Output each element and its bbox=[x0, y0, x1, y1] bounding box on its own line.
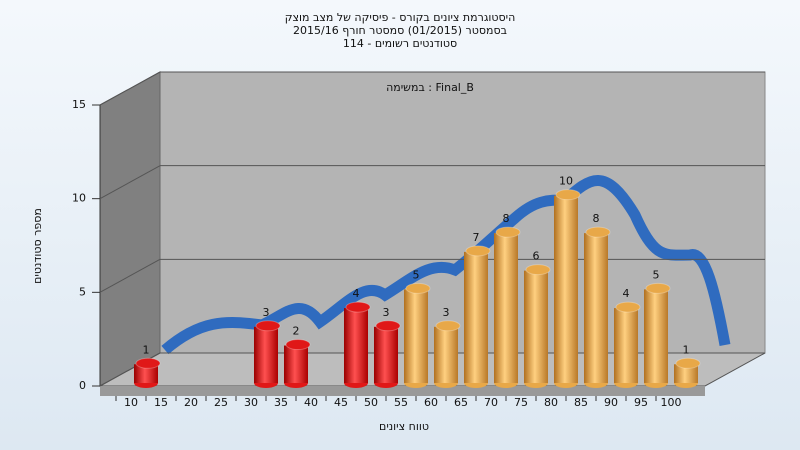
x-tick-label: 65 bbox=[454, 396, 468, 409]
x-tick-label: 55 bbox=[394, 396, 408, 409]
x-tick-label: 100 bbox=[661, 396, 682, 409]
x-axis-label: טווח ציונים bbox=[379, 420, 429, 433]
value-label: 5 bbox=[653, 268, 660, 281]
y-tick-label: 15 bbox=[72, 98, 86, 111]
bar-top bbox=[345, 301, 371, 313]
floor-edge bbox=[100, 386, 705, 396]
x-tick-label: 35 bbox=[274, 396, 288, 409]
x-tick-label: 95 bbox=[634, 396, 648, 409]
bar-top bbox=[495, 226, 521, 238]
bar-top bbox=[405, 282, 431, 294]
x-tick-label: 70 bbox=[484, 396, 498, 409]
bar bbox=[674, 364, 698, 383]
value-label: 6 bbox=[533, 250, 540, 263]
grid-line bbox=[99, 165, 161, 200]
value-label: 7 bbox=[473, 231, 480, 244]
value-label: 2 bbox=[293, 325, 300, 338]
bar-top bbox=[525, 264, 551, 276]
annotation: במשימה : Final_B bbox=[386, 81, 474, 94]
value-label: 4 bbox=[623, 287, 630, 300]
bar-top bbox=[645, 282, 671, 294]
chart-title: היסטוגרמת ציונים בקורס - פיסיקה של מצב מ… bbox=[285, 11, 516, 24]
value-label: 3 bbox=[263, 306, 270, 319]
bar bbox=[434, 326, 458, 383]
y-tick-label: 10 bbox=[72, 192, 86, 205]
y-tick-label: 5 bbox=[79, 285, 86, 298]
bar-top bbox=[435, 320, 461, 332]
back-wall bbox=[159, 71, 766, 354]
bar-top bbox=[675, 357, 701, 369]
bar bbox=[404, 289, 428, 383]
side-wall bbox=[99, 71, 161, 387]
bar-top bbox=[555, 189, 581, 201]
value-label: 3 bbox=[383, 306, 390, 319]
bar bbox=[554, 195, 578, 383]
bar bbox=[524, 270, 548, 383]
bar bbox=[254, 326, 278, 383]
value-label: 3 bbox=[443, 306, 450, 319]
x-tick-label: 25 bbox=[214, 396, 228, 409]
bar-top bbox=[585, 226, 611, 238]
x-tick-label: 40 bbox=[304, 396, 318, 409]
x-tick-label: 80 bbox=[544, 396, 558, 409]
bar-top bbox=[375, 320, 401, 332]
bar bbox=[614, 308, 638, 383]
bar-top bbox=[135, 357, 161, 369]
value-label: 4 bbox=[353, 287, 360, 300]
x-tick-label: 75 bbox=[514, 396, 528, 409]
x-tick-label: 90 bbox=[604, 396, 618, 409]
x-tick-label: 10 bbox=[124, 396, 138, 409]
chart-subtitle: סטודנטים רשומים - 114 bbox=[343, 37, 457, 50]
value-label: 1 bbox=[143, 343, 150, 356]
value-label: 8 bbox=[593, 212, 600, 225]
value-label: 8 bbox=[503, 212, 510, 225]
x-tick-label: 30 bbox=[244, 396, 258, 409]
curve-ribbon bbox=[161, 175, 731, 355]
bar bbox=[344, 308, 368, 383]
bar-top bbox=[465, 245, 491, 257]
bar-top bbox=[285, 339, 311, 351]
bar bbox=[284, 345, 308, 383]
bar bbox=[374, 326, 398, 383]
x-tick-label: 15 bbox=[154, 396, 168, 409]
value-label: 10 bbox=[559, 175, 573, 188]
bar bbox=[644, 289, 668, 383]
value-label: 1 bbox=[683, 343, 690, 356]
bar bbox=[494, 233, 518, 383]
y-axis-label: מספר סטודנטים bbox=[31, 208, 44, 284]
chart-subtitle: בסמסטר (01/2015) סמסטר חורף 2015/16 bbox=[293, 24, 507, 37]
grid-line bbox=[99, 258, 161, 293]
x-tick-label: 60 bbox=[424, 396, 438, 409]
x-tick-label: 85 bbox=[574, 396, 588, 409]
bar-top bbox=[255, 320, 281, 332]
bar-top bbox=[615, 301, 641, 313]
bar bbox=[134, 364, 158, 383]
x-tick-label: 45 bbox=[334, 396, 348, 409]
bar bbox=[584, 233, 608, 383]
y-tick-label: 0 bbox=[79, 379, 86, 392]
grid-line bbox=[99, 71, 161, 106]
value-label: 5 bbox=[413, 268, 420, 281]
x-tick-label: 50 bbox=[364, 396, 378, 409]
x-tick-label: 20 bbox=[184, 396, 198, 409]
bar bbox=[464, 251, 488, 383]
